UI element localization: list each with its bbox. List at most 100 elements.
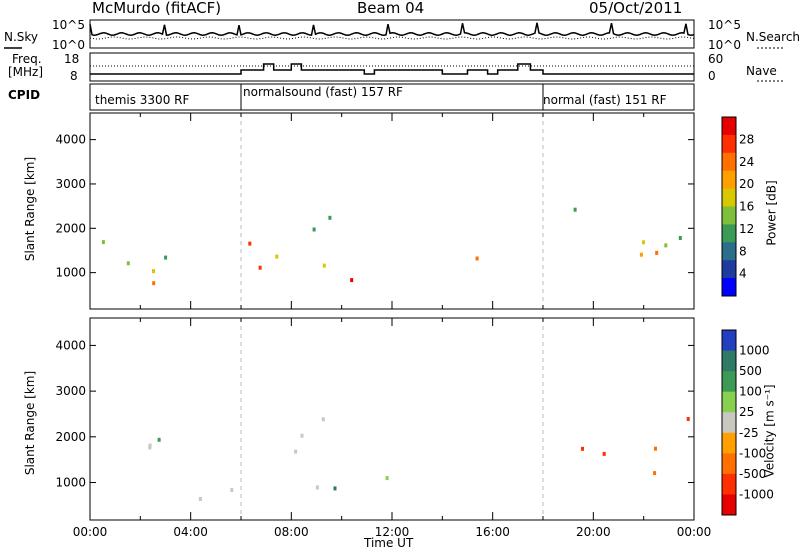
cpid-label: CPID (8, 88, 41, 102)
rti-cell (152, 281, 156, 286)
rti-cell (198, 497, 202, 501)
rti-cell (581, 446, 584, 451)
colorbar-swatch (722, 391, 736, 413)
colorbar-tick-label: -500 (739, 467, 766, 481)
x-tick-label: 20:00 (576, 525, 611, 539)
y-tick-label: 2000 (55, 430, 86, 444)
colorbar-swatch (722, 494, 736, 516)
colorbar-swatch (722, 188, 736, 207)
date-title: 05/Oct/2011 (589, 0, 683, 17)
cpid-segment-2: normalsound (fast) 157 RF (243, 85, 403, 99)
y-tick-label: 1000 (55, 476, 86, 490)
rti-cell (328, 215, 332, 220)
power-ylabel: Slant Range [km] (23, 156, 38, 262)
nsearch-trace (89, 36, 695, 40)
nsky-trace (89, 22, 695, 37)
colorbar-swatch (722, 134, 736, 154)
sky-panel-frame (89, 19, 695, 49)
colorbar-swatch (722, 170, 736, 190)
time-xlabel: Time UT (364, 536, 414, 550)
colorbar-tick-label: 1000 (739, 344, 770, 358)
colorbar-tick-label: -25 (739, 426, 759, 440)
rti-cell (655, 250, 659, 255)
x-tick-label: 00:00 (73, 525, 108, 539)
nsky-tick-top: 10^5 (52, 18, 85, 32)
rti-cell (602, 451, 606, 456)
rti-cell (164, 255, 168, 260)
rti-cell (654, 446, 657, 451)
colorbar-swatch (722, 473, 736, 495)
colorbar-swatch (722, 206, 736, 225)
rti-cell (230, 487, 234, 492)
freq-label-line1: Freq. (12, 52, 42, 66)
y-tick-label: 3000 (55, 384, 86, 398)
colorbar-swatch (722, 412, 736, 434)
colorbar-frame (721, 329, 737, 516)
rti-cell (312, 227, 316, 232)
freq-tick-top: 18 (64, 52, 80, 66)
x-tick-label: 08:00 (274, 525, 309, 539)
rti-cell (653, 471, 657, 476)
nsearch-tick-top: 10^5 (708, 18, 741, 32)
colorbar-tick-label: 16 (739, 200, 754, 214)
cpid-segment-3: normal (fast) 151 RF (543, 93, 667, 107)
nave-label: Nave (746, 64, 777, 78)
rti-cell (126, 261, 130, 266)
colorbar-tick-label: -1000 (739, 487, 774, 501)
y-tick-label: 3000 (55, 177, 86, 191)
rti-cell (321, 417, 325, 422)
freq-label-line2: [MHz] (8, 65, 44, 79)
nsky-label: N.Sky (4, 30, 39, 44)
rti-cell (258, 265, 262, 270)
colorbar-tick-label: 8 (739, 244, 747, 258)
colorbar-tick-label: -100 (739, 446, 766, 460)
colorbar-tick-label: 20 (739, 177, 754, 191)
x-tick-label: 04:00 (173, 525, 208, 539)
rti-cell (248, 241, 252, 246)
colorbar-swatch (722, 432, 736, 454)
colorbar-swatch (722, 224, 736, 243)
nsearch-tick-bottom: 10^0 (708, 38, 741, 52)
rti-cell (678, 236, 682, 240)
colorbar-tick-label: 12 (739, 222, 754, 236)
x-tick-label: 16:00 (475, 525, 510, 539)
rti-cell (157, 437, 161, 442)
rti-cell (315, 485, 319, 490)
colorbar-swatch (722, 453, 736, 475)
freq-trace (90, 63, 694, 75)
nsky-tick-bottom: 10^0 (52, 38, 85, 52)
y-tick-label: 1000 (55, 266, 86, 280)
nave-tick-top: 60 (708, 52, 724, 66)
rti-cell (294, 449, 298, 454)
colorbar-swatch (722, 242, 736, 261)
nave-tick-bottom: 0 (708, 69, 716, 83)
colorbar-tick-label: 500 (739, 364, 762, 378)
colorbar-swatch (722, 350, 736, 372)
rti-cell (686, 417, 690, 421)
rti-cell (475, 256, 479, 261)
nsearch-label: N.Search (746, 30, 800, 44)
rti-cell (101, 240, 105, 245)
colorbar-swatch (722, 371, 736, 393)
y-tick-label: 4000 (55, 133, 86, 147)
colorbar-swatch (722, 278, 736, 297)
x-tick-label: 00:00 (677, 525, 712, 539)
velocity-ylabel: Slant Range [km] (23, 370, 38, 476)
rti-cell (152, 269, 155, 274)
rti-cell (148, 445, 152, 450)
cpid-panel-frame (89, 83, 695, 111)
colorbar-swatch (722, 117, 736, 136)
x-tick-label: 12:00 (375, 525, 410, 539)
y-tick-label: 2000 (55, 221, 86, 235)
colorbar-swatch (722, 330, 736, 352)
rti-cell (333, 486, 337, 491)
rti-cell (322, 263, 326, 268)
station-title: McMurdo (fitACF) (92, 0, 222, 17)
beam-title: Beam 04 (357, 0, 425, 17)
rti-cell (642, 240, 645, 245)
freq-panel-frame (89, 52, 695, 82)
colorbar-frame (721, 116, 737, 297)
colorbar-tick-label: 25 (739, 405, 754, 419)
rti-panel-0 (89, 112, 695, 310)
